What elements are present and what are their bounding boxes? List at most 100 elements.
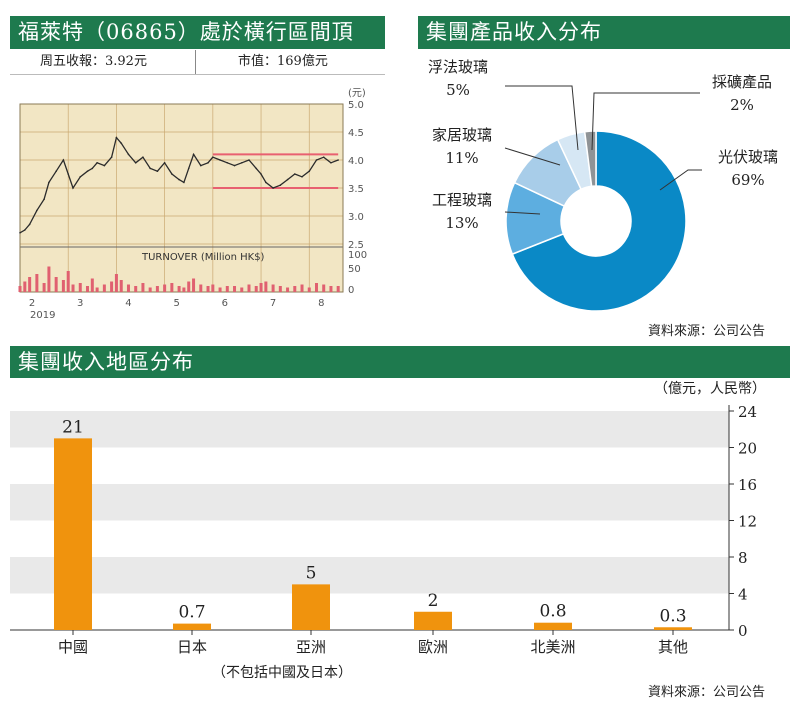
turnover-bar (47, 266, 51, 292)
stock-price-point (212, 156, 214, 158)
stock-price-point (226, 162, 229, 164)
stock-plot-border (19, 103, 344, 293)
bar-category-label: 日本 (177, 638, 207, 656)
stock-price-point (28, 223, 31, 226)
turnover-bar (78, 283, 82, 292)
turnover-bar (233, 286, 237, 292)
turnover-bar (163, 284, 167, 292)
turnover-bar (225, 286, 229, 292)
stock-price-point (322, 156, 325, 158)
turnover-bar (110, 281, 114, 292)
bar-value-label: 0.3 (659, 606, 686, 626)
turnover-bar (259, 283, 263, 292)
stock-price-point (24, 229, 26, 231)
stock-price-point (115, 136, 118, 139)
stock-x-tick: 8 (318, 298, 324, 309)
bar-category-label: 北美洲 (530, 638, 575, 656)
turnover-bar (278, 286, 282, 292)
bar-unit-label: （億元，人民幣） (654, 381, 766, 397)
stock-chart-title: 福萊特（06865）處於橫行區間頂 (10, 16, 385, 49)
stock-price-point (110, 156, 113, 158)
turnover-bar (182, 287, 186, 292)
turnover-bar (148, 287, 152, 292)
turnover-bar (211, 284, 215, 292)
stock-year-label: 2019 (30, 310, 55, 321)
stock-x-tick: 4 (125, 298, 131, 309)
stock-price-point (192, 153, 195, 156)
stock-y-tick: 3.0 (348, 212, 364, 223)
stock-price-point (260, 173, 262, 175)
bar-1 (173, 623, 211, 630)
bar-3 (414, 611, 452, 630)
pie-leader-line (505, 85, 579, 151)
stock-price-point (96, 162, 98, 164)
pie-slice (583, 130, 597, 188)
pie-slice-value: 69% (731, 171, 764, 189)
bar-value-label: 2 (428, 591, 439, 611)
stock-price-point (187, 167, 190, 170)
stock-x-tick: 6 (222, 298, 228, 309)
turnover-bar (141, 283, 145, 292)
info-underline (10, 74, 385, 75)
bar-y-tick-label: 12 (738, 513, 757, 531)
close-price-label: 周五收報：3.92元 (40, 54, 147, 69)
stock-price-point (255, 167, 258, 170)
bar-2 (292, 584, 330, 630)
stock-price-point (219, 159, 221, 161)
stock-plot-background (20, 104, 343, 292)
turnover-bar (264, 281, 268, 292)
turnover-bar (336, 286, 340, 292)
pie-source-note: 資料來源：公司公告 (648, 324, 766, 339)
turnover-bar (218, 287, 222, 292)
turnover-bar (119, 280, 123, 292)
turnover-bar (199, 284, 203, 292)
turnover-bar (293, 286, 297, 292)
stock-y-tick: 4.5 (348, 128, 364, 139)
turnover-bar (126, 284, 130, 292)
bar-5 (654, 627, 692, 630)
stock-price-point (79, 176, 82, 178)
stock-price-point (240, 162, 243, 164)
stock-y-tick: 3.5 (348, 184, 364, 195)
stock-price-point (134, 162, 137, 164)
pie-leader-line (504, 147, 561, 166)
stock-price-point (103, 164, 106, 167)
turnover-bar (71, 284, 75, 292)
stock-price-point (163, 162, 166, 164)
stock-x-tick: 7 (270, 298, 276, 309)
turnover-bar (54, 277, 58, 292)
stock-price-point (67, 173, 70, 175)
stock-price-point (199, 164, 202, 167)
turnover-tick: 100 (348, 250, 367, 261)
turnover-bar (271, 284, 275, 292)
bar-background-band (10, 411, 729, 448)
stock-y-tick: 5.0 (348, 100, 364, 111)
region-bar-title: 集團收入地區分布 (10, 346, 790, 378)
turnover-bar (23, 281, 27, 292)
stock-y-unit: (元) (348, 88, 366, 99)
turnover-bar (247, 284, 251, 292)
stock-price-point (149, 167, 151, 170)
product-pie-title: 集團產品收入分布 (418, 16, 790, 49)
pie-slice-label: 工程玻璃 (432, 191, 492, 209)
turnover-tick: 50 (348, 264, 361, 275)
stock-price-point (233, 164, 236, 167)
market-cap-label: 市值：169億元 (238, 54, 328, 69)
stock-price-point (279, 184, 282, 186)
pie-slice-label: 浮法玻璃 (428, 58, 488, 76)
turnover-bar (66, 271, 70, 292)
stock-price-point (301, 176, 303, 178)
turnover-tick: 0 (348, 285, 354, 296)
bar-y-tick-label: 24 (738, 403, 757, 421)
stock-price-point (330, 162, 332, 164)
turnover-bar (206, 286, 210, 292)
stock-price-point (36, 209, 38, 212)
stock-price-point (293, 173, 296, 175)
turnover-bar (42, 283, 46, 292)
pie-slice-label: 光伏玻璃 (718, 148, 778, 166)
bar-value-label: 5 (306, 563, 317, 583)
pie-leader-line (659, 169, 702, 191)
stock-price-point (72, 187, 74, 189)
turnover-bar (114, 274, 118, 292)
bar-background-band (10, 557, 729, 594)
